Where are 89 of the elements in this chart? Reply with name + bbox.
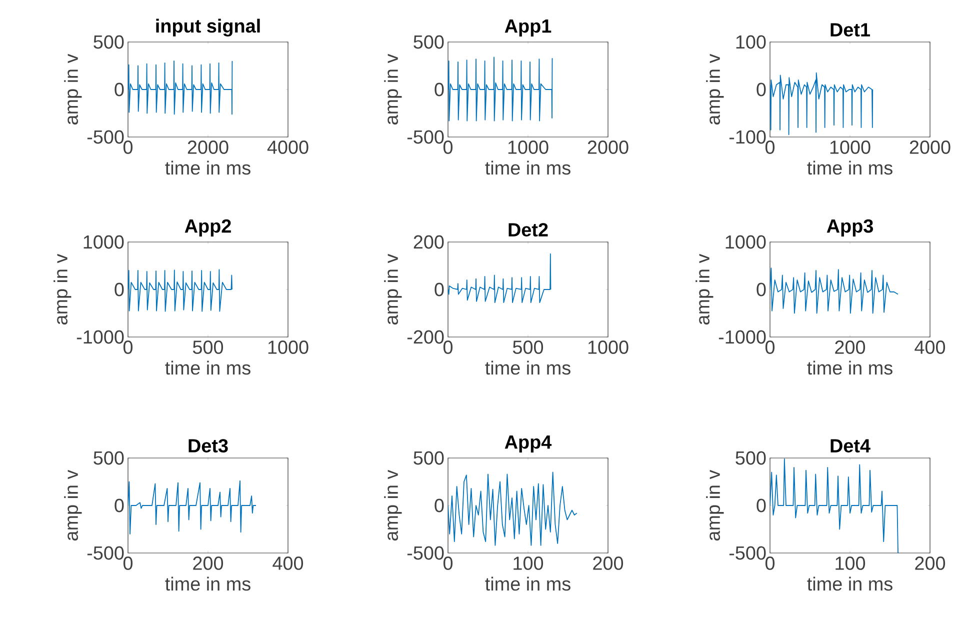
- y-tick-label: 0: [756, 82, 766, 96]
- x-tick-label: 0: [443, 556, 453, 570]
- x-tick-label: 200: [915, 556, 946, 570]
- x-tick-label: 0: [123, 556, 133, 570]
- line-series: [128, 480, 256, 534]
- x-axis-title: time in ms: [807, 576, 892, 591]
- y-axis-title: amp in v: [706, 54, 724, 124]
- x-axis-title: time in ms: [807, 360, 892, 375]
- y-tick-label: 0: [756, 282, 766, 296]
- y-tick-label: -100: [729, 130, 766, 144]
- y-axis-title: amp in v: [54, 254, 72, 324]
- x-tick-label: 200: [193, 556, 224, 570]
- x-tick-label: 1000: [268, 340, 308, 354]
- y-tick-label: 0: [434, 282, 444, 296]
- y-axis-title: amp in v: [64, 470, 82, 540]
- line-series: [128, 269, 232, 312]
- y-tick-label: -500: [729, 546, 766, 560]
- chart-title: App3: [826, 219, 873, 236]
- y-tick-label: 0: [756, 498, 766, 512]
- y-tick-label: 200: [414, 235, 444, 249]
- y-axis-title: amp in v: [696, 254, 714, 324]
- y-tick-label: -500: [407, 130, 444, 144]
- x-tick-label: 400: [272, 556, 304, 570]
- chart-title: App4: [504, 436, 552, 452]
- chart-title: Det1: [830, 23, 870, 36]
- chart-title: Det2: [508, 223, 548, 237]
- y-tick-label: 100: [736, 35, 766, 49]
- y-tick-label: -1000: [718, 330, 766, 344]
- y-tick-label: 0: [434, 498, 444, 512]
- line-series: [770, 458, 900, 553]
- y-axis-title: amp in v: [384, 54, 402, 124]
- y-tick-label: -1000: [76, 330, 124, 344]
- x-tick-label: 0: [443, 140, 453, 154]
- chart-title: App2: [184, 219, 231, 236]
- chart-title: input signal: [156, 18, 260, 36]
- y-tick-label: 0: [114, 82, 124, 96]
- x-axis-title: time in ms: [485, 360, 570, 375]
- x-tick-label: 200: [835, 340, 866, 354]
- x-tick-label: 1000: [830, 140, 870, 154]
- x-tick-label: 2000: [188, 140, 228, 154]
- y-tick-label: 500: [414, 451, 444, 465]
- y-tick-label: 0: [114, 282, 124, 296]
- line-series: [770, 268, 898, 314]
- chart-title: Det3: [188, 439, 228, 453]
- y-tick-label: 500: [94, 35, 124, 49]
- y-tick-label: 0: [434, 82, 444, 96]
- y-axis-title: amp in v: [64, 54, 82, 124]
- y-tick-label: -500: [87, 546, 124, 560]
- x-tick-label: 500: [192, 340, 224, 354]
- x-tick-label: 2000: [910, 140, 950, 154]
- x-axis-title: time in ms: [485, 160, 570, 175]
- x-tick-label: 1000: [508, 140, 548, 154]
- x-tick-label: 0: [123, 340, 133, 354]
- x-tick-label: 100: [836, 556, 866, 570]
- chart-title: App1: [504, 20, 552, 36]
- chart-title: Det4: [830, 439, 870, 453]
- y-tick-label: 500: [94, 451, 124, 465]
- y-axis-title: amp in v: [706, 470, 724, 540]
- line-series: [448, 253, 552, 304]
- x-tick-label: 0: [765, 140, 775, 154]
- x-axis-title: time in ms: [165, 360, 250, 375]
- x-axis-title: time in ms: [807, 160, 892, 175]
- y-tick-label: 1000: [84, 235, 124, 249]
- y-tick-label: 500: [414, 35, 444, 49]
- x-tick-label: 500: [512, 340, 544, 354]
- x-tick-label: 0: [765, 556, 775, 570]
- y-tick-label: 0: [114, 498, 124, 512]
- x-tick-label: 2000: [588, 140, 628, 154]
- x-tick-label: 1000: [588, 340, 628, 354]
- x-tick-label: 400: [914, 340, 946, 354]
- x-axis-title: time in ms: [165, 576, 250, 591]
- y-tick-label: -500: [407, 546, 444, 560]
- x-tick-label: 0: [765, 340, 775, 354]
- line-series: [770, 72, 874, 136]
- y-tick-label: -200: [407, 330, 444, 344]
- x-tick-label: 100: [514, 556, 544, 570]
- y-axis-title: amp in v: [384, 254, 402, 324]
- x-tick-label: 0: [123, 140, 133, 154]
- x-tick-label: 4000: [267, 140, 308, 154]
- y-tick-label: -500: [87, 130, 124, 144]
- y-tick-label: 500: [736, 451, 766, 465]
- x-axis-title: time in ms: [165, 160, 250, 175]
- y-tick-label: 1000: [726, 235, 766, 249]
- x-tick-label: 200: [593, 556, 624, 570]
- line-series: [448, 56, 553, 122]
- y-axis-title: amp in v: [384, 470, 402, 540]
- line-series: [128, 60, 233, 115]
- x-axis-title: time in ms: [485, 576, 570, 591]
- x-tick-label: 0: [443, 340, 453, 354]
